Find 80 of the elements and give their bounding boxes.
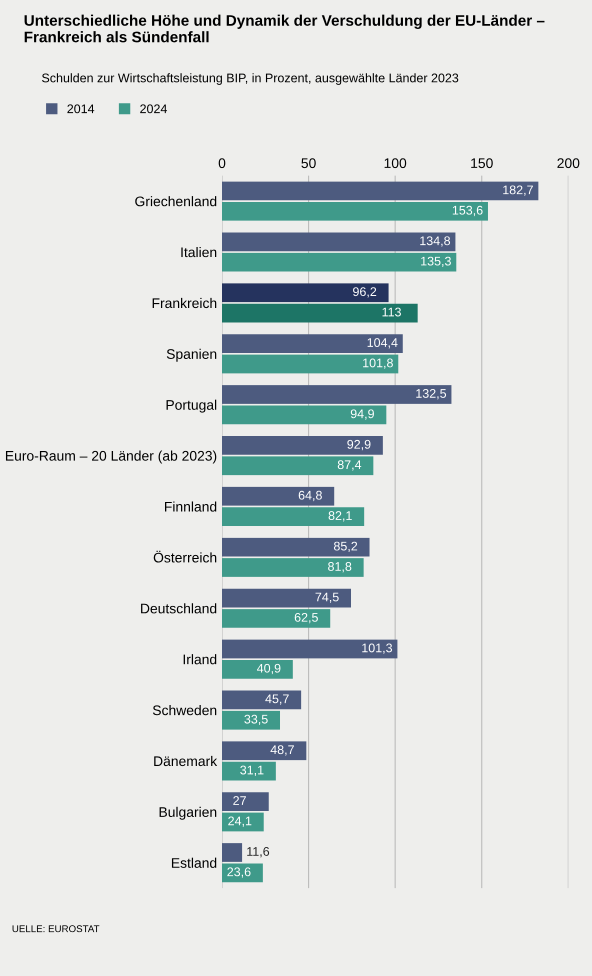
bar: [222, 486, 334, 506]
y-tick-label: Italien: [181, 246, 216, 258]
bar: [222, 812, 264, 832]
bar: [222, 232, 456, 252]
data-label: 87,4: [338, 460, 362, 471]
y-tick-label: Spanien: [166, 348, 216, 362]
x-tick-label: 150: [471, 158, 493, 168]
x-tick-label: 100: [384, 158, 406, 168]
bar: [222, 864, 263, 882]
data-label: 81,8: [328, 562, 352, 572]
data-label: 64,8: [298, 490, 322, 502]
y-tick-label: Griechenland: [135, 196, 216, 206]
bar: [222, 202, 488, 221]
y-tick-label: Österreich: [154, 550, 216, 563]
data-label: 182,7: [503, 185, 533, 196]
bar: [222, 507, 364, 526]
data-label: 153,6: [452, 206, 483, 216]
bar: [222, 385, 452, 404]
chart-title: Unterschiedliche Höhe und Dynamik der Verschuldung der EU-Länder – Frankreich als Sündenfall: [24, 14, 544, 42]
y-tick-label: Schweden: [152, 705, 216, 716]
y-tick-label: Deutschland: [141, 603, 216, 614]
bar: [222, 660, 293, 679]
bar: [222, 334, 403, 353]
y-tick-label: Finnland: [165, 501, 216, 512]
data-label: 96,2: [353, 287, 376, 298]
bar: [222, 304, 418, 322]
data-label: 94,9: [350, 409, 374, 420]
bar: [222, 182, 538, 200]
data-label: 135,3: [421, 256, 451, 268]
data-label: 33,5: [244, 714, 268, 726]
bar: [222, 792, 269, 812]
y-tick-label: Irland: [184, 654, 216, 664]
bar: [222, 354, 398, 374]
bar: [222, 538, 370, 557]
data-label: 45,7: [265, 694, 289, 705]
bar: [222, 558, 364, 577]
x-tick-label: 200: [557, 158, 580, 168]
data-label: 11,6: [247, 847, 270, 858]
data-label: 104,4: [368, 338, 398, 348]
bar: [222, 710, 280, 730]
bar: [222, 283, 389, 302]
data-label: 27: [233, 796, 246, 805]
bar: [222, 588, 352, 608]
text: UELLE: EUROSTAT: [12, 925, 100, 932]
data-label: 82,1: [328, 511, 352, 522]
y-tick-label: Bulgarien: [160, 806, 216, 820]
data-label: 92,9: [347, 440, 370, 450]
data-label: 74,5: [316, 592, 339, 603]
data-label: 132,5: [416, 389, 446, 400]
bar: [222, 436, 383, 455]
data-label: 40,9: [257, 664, 280, 674]
bar: [222, 690, 302, 710]
bar: [222, 762, 276, 780]
x-tick-label: 50: [301, 158, 316, 168]
y-tick-label: Portugal: [166, 400, 216, 413]
y-tick-label: Euro-Raum – 20 Länder (ab 2023): [6, 450, 216, 464]
bar: [222, 252, 456, 272]
y-tick-label: Frankreich: [152, 298, 216, 308]
data-label: 134,8: [420, 236, 450, 247]
data-label: 24,1: [228, 816, 252, 827]
bar: [222, 406, 386, 424]
legend-label: 2024: [140, 104, 168, 114]
y-tick-label: Estland: [172, 858, 216, 868]
bar: [222, 843, 242, 862]
data-label: 62,5: [294, 612, 318, 624]
data-label: 101,3: [362, 643, 392, 654]
bar: [222, 609, 330, 628]
y-tick-label: Dänemark: [154, 756, 218, 766]
legend-label: 2014: [67, 104, 94, 114]
x-tick-label: 0: [218, 158, 226, 168]
bar: [222, 741, 306, 760]
data-label: 85,2: [334, 542, 358, 552]
chart-subtitle: Schulden zur Wirtschaftsleistung BIP, in Prozent, ausgewählte Länder 2023: [42, 73, 458, 85]
bar: [222, 456, 374, 476]
data-label: 101,8: [363, 358, 393, 369]
data-label: 113: [382, 308, 401, 316]
data-label: 23,6: [227, 867, 251, 878]
bar: [222, 640, 398, 658]
data-label: 31,1: [240, 766, 264, 776]
data-label: 48,7: [270, 745, 294, 756]
